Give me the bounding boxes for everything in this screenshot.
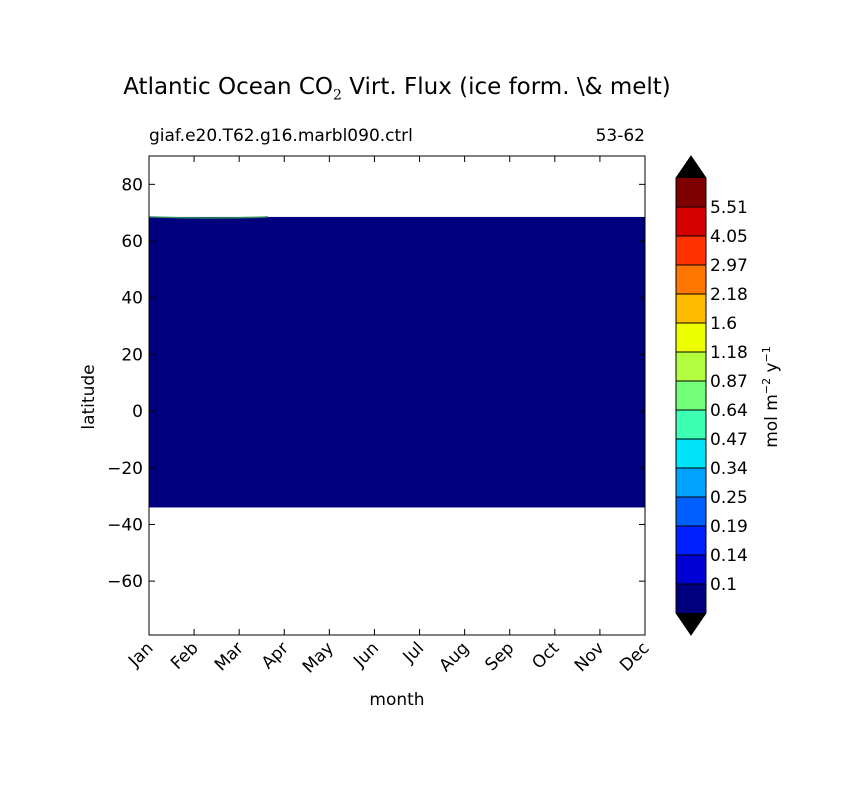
y-tick-label-7: −60 — [107, 572, 143, 592]
colorbar-segment-12 — [676, 526, 706, 556]
colorbar-segment-3 — [676, 265, 706, 295]
colorbar-segment-4 — [676, 294, 706, 324]
colorbar-level-label-2: 2.97 — [710, 256, 748, 276]
y-tick-label-2: 40 — [121, 289, 143, 309]
y-tick-label-4: 0 — [132, 402, 143, 422]
x-tick-label-4: May — [299, 638, 338, 677]
x-tick-label-11: Dec — [616, 638, 653, 675]
y-tick-label-0: 80 — [121, 175, 143, 195]
colorbar-segment-11 — [676, 497, 706, 527]
colorbar-level-label-5: 1.18 — [710, 343, 748, 363]
colorbar-segment-13 — [676, 555, 706, 585]
colorbar-label: mol m−2 y−1 — [760, 346, 782, 448]
colorbar-level-label-9: 0.34 — [710, 459, 748, 479]
colorbar-segment-0 — [676, 178, 706, 208]
plot-frame — [148, 155, 646, 636]
colorbar-segment-14 — [676, 584, 706, 614]
x-tick-label-3: Apr — [258, 638, 293, 673]
colorbar-level-label-3: 2.18 — [710, 285, 748, 305]
colorbar-label-unit-1: mol m — [762, 394, 782, 448]
colorbar-level-label-1: 4.05 — [710, 227, 748, 247]
x-tick-label-0: Jan — [124, 638, 157, 671]
chart-title-prefix: Atlantic Ocean CO — [123, 74, 334, 100]
x-tick-label-7: Aug — [436, 638, 474, 676]
colorbar-segment-9 — [676, 439, 706, 469]
colorbar-label-exp-2: −1 — [760, 346, 773, 362]
colorbar-level-label-4: 1.6 — [710, 314, 737, 334]
x-tick-label-1: Feb — [167, 638, 202, 673]
colorbar-level-label-12: 0.14 — [710, 546, 748, 566]
x-tick-label-8: Sep — [481, 638, 518, 675]
colorbar: 5.51 4.05 2.97 2.18 1.6 1.18 0.87 0.64 0.47 0.34 0… — [675, 155, 748, 636]
colorbar-over-arrow — [676, 156, 706, 178]
chart-title-suffix: Virt. Flux (ice form. \& melt) — [341, 74, 671, 100]
colorbar-label-unit-2: y — [762, 362, 782, 377]
chart-title: Atlantic Ocean CO2 Virt. Flux (ice form.… — [0, 74, 794, 104]
colorbar-level-label-0: 5.51 — [710, 198, 748, 218]
plot-area: 80 60 40 20 0 −20 −40 −60 Jan Feb Mar Apr May Jun Jul A… — [107, 155, 654, 677]
colorbar-segment-10 — [676, 468, 706, 498]
colorbar-segment-2 — [676, 236, 706, 266]
colorbar-under-arrow — [676, 613, 706, 635]
y-tick-label-6: −40 — [107, 515, 143, 535]
colorbar-segment-7 — [676, 381, 706, 411]
colorbar-level-label-7: 0.64 — [710, 401, 748, 421]
x-tick-label-10: Nov — [571, 638, 609, 676]
y-axis-label: latitude — [79, 364, 99, 429]
x-tick-label-5: Jun — [349, 638, 383, 672]
chart-title-subscript: 2 — [333, 87, 342, 104]
colorbar-label-exp-1: −2 — [760, 378, 773, 394]
x-tick-label-6: Jul — [399, 638, 428, 667]
y-tick-label-1: 60 — [121, 232, 143, 252]
colorbar-segment-6 — [676, 352, 706, 382]
flux-field — [149, 216, 645, 508]
y-tick-label-5: −20 — [107, 459, 143, 479]
colorbar-outline — [675, 155, 707, 636]
colorbar-segment-8 — [676, 410, 706, 440]
colorbar-level-label-13: 0.1 — [710, 575, 737, 595]
year-range-subtitle: 53-62 — [595, 126, 645, 146]
colorbar-level-label-10: 0.25 — [710, 488, 748, 508]
colorbar-level-label-8: 0.47 — [710, 430, 748, 450]
x-axis-label: month — [369, 690, 424, 710]
colorbar-level-label-11: 0.19 — [710, 517, 748, 537]
colorbar-segment-5 — [676, 323, 706, 353]
x-tick-label-9: Oct — [528, 638, 563, 673]
colorbar-level-label-6: 0.87 — [710, 372, 748, 392]
y-tick-label-3: 20 — [121, 345, 143, 365]
flux-field-edge — [148, 216, 269, 219]
colorbar-segment-1 — [676, 207, 706, 237]
run-name-subtitle: giaf.e20.T62.g16.marbl090.ctrl — [149, 126, 413, 146]
x-tick-label-2: Mar — [211, 638, 248, 675]
